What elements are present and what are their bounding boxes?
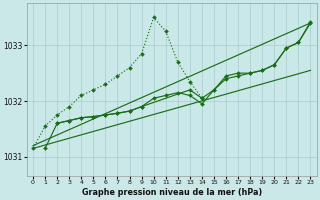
X-axis label: Graphe pression niveau de la mer (hPa): Graphe pression niveau de la mer (hPa) [82,188,262,197]
